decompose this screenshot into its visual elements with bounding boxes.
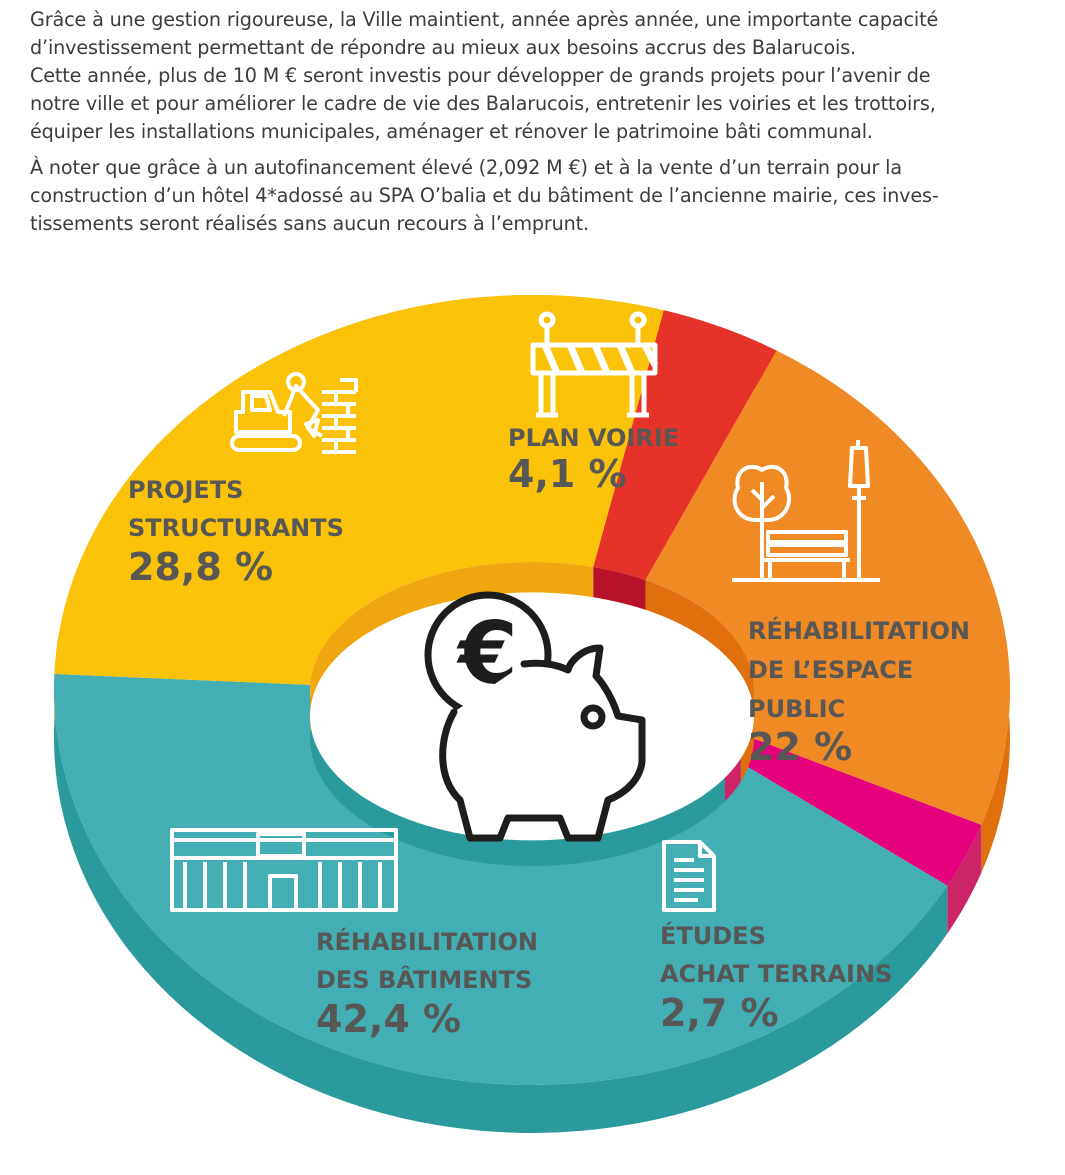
building-icon: [170, 828, 398, 912]
label-espace-public-3: PUBLIC: [748, 695, 845, 723]
slice-rehabilitation-de-l-espace-public: [645, 350, 1010, 825]
intro-line: À noter que grâce à un autofinancement é…: [30, 156, 902, 179]
intro-paragraph-1: Grâce à une gestion rigoureuse, la Ville…: [30, 6, 1050, 146]
intro-line: tissements seront réalisés sans aucun re…: [30, 212, 590, 235]
park-bench-icon: [732, 440, 880, 582]
value-projets: 28,8 %: [128, 545, 273, 589]
label-projets-1: PROJETS: [128, 476, 243, 504]
intro-line: Grâce à une gestion rigoureuse, la Ville…: [30, 8, 939, 31]
value-plan-voirie: 4,1 %: [508, 452, 627, 496]
label-projets-2: STRUCTURANTS: [128, 514, 344, 542]
label-espace-public-2: DE L’ESPACE: [748, 656, 913, 684]
label-batiments-2: DES BÂTIMENTS: [316, 965, 532, 994]
value-etudes: 2,7 %: [660, 991, 779, 1035]
label-batiments-1: RÉHABILITATION: [316, 927, 538, 956]
value-batiments: 42,4 %: [316, 997, 461, 1041]
intro-line: équiper les installations municipales, a…: [30, 120, 873, 143]
excavator-icon: [230, 372, 358, 454]
slice-side-etudes-achat-terrains: [947, 824, 982, 934]
intro-line: notre ville et pour améliorer le cadre d…: [30, 92, 936, 115]
label-etudes-1: ÉTUDES: [660, 921, 766, 950]
label-plan-voirie: PLAN VOIRIE: [508, 424, 679, 452]
piggy-bank-euro-icon: €: [424, 591, 646, 842]
intro-text: Grâce à une gestion rigoureuse, la Ville…: [30, 6, 1050, 246]
slice-projets-structurants: [54, 294, 664, 685]
label-espace-public-1: RÉHABILITATION: [748, 616, 970, 645]
intro-paragraph-2: À noter que grâce à un autofinancement é…: [30, 154, 1050, 238]
intro-line: construction d’un hôtel 4*adossé au SPA …: [30, 184, 939, 207]
intro-line: Cette année, plus de 10 M € seront inves…: [30, 64, 931, 87]
road-barrier-icon: [530, 311, 659, 418]
document-icon: [662, 840, 716, 912]
slice-labels: PLAN VOIRIE 4,1 % RÉHABILITATION DE L’ES…: [128, 424, 970, 1041]
intro-line: d’investissement permettant de répondre …: [30, 36, 857, 59]
value-espace-public: 22 %: [748, 725, 852, 769]
slice-plan-voirie: [593, 310, 777, 581]
slice-etudes-achat-terrains: [724, 733, 982, 886]
label-etudes-2: ACHAT TERRAINS: [660, 960, 892, 988]
